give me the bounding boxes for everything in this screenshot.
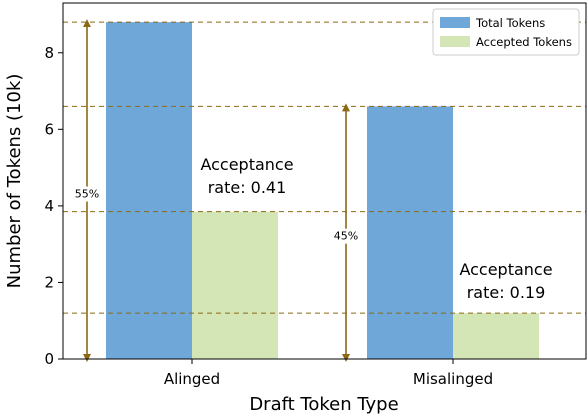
plot-area-frame bbox=[62, 2, 587, 360]
annotation-aligned: Acceptance rate: 0.41 bbox=[200, 155, 293, 197]
range-label-bg-1 bbox=[333, 228, 359, 244]
reference-lines-layer: 55% 45% bbox=[63, 19, 586, 362]
range-label-0: 55% bbox=[75, 188, 99, 201]
bar-accepted-1 bbox=[453, 313, 539, 359]
bars-layer bbox=[106, 22, 539, 360]
y-tick-label-4: 8 bbox=[44, 44, 54, 62]
range-label-bg-0 bbox=[74, 186, 100, 202]
x-tick-label-1: Misalinged bbox=[413, 370, 493, 388]
y-tick-label-0: 0 bbox=[44, 350, 54, 368]
legend-swatch-accepted bbox=[440, 36, 470, 47]
bar-total-0 bbox=[106, 22, 192, 360]
legend-label-accepted: Accepted Tokens bbox=[476, 35, 572, 49]
y-tick-label-2: 4 bbox=[44, 197, 54, 215]
annotation-aligned-line1: Acceptance bbox=[200, 155, 293, 174]
y-axis-title: Number of Tokens (10k) bbox=[4, 74, 25, 289]
y-tick-label-1: 2 bbox=[44, 273, 54, 291]
legend: Total Tokens Accepted Tokens bbox=[432, 8, 580, 56]
annotation-misaligned-line2: rate: 0.19 bbox=[467, 283, 546, 302]
bar-total-1 bbox=[367, 106, 453, 360]
x-axis-title: Draft Token Type bbox=[249, 394, 398, 414]
annotation-misaligned: Acceptance rate: 0.19 bbox=[459, 260, 552, 302]
bar-accepted-0 bbox=[192, 211, 278, 359]
range-label-1: 45% bbox=[334, 230, 358, 243]
x-tick-label-0: Alinged bbox=[164, 370, 220, 388]
axes-layer: 0 2 4 6 8 Alinged Misalinged bbox=[44, 44, 493, 388]
y-tick-label-3: 6 bbox=[44, 120, 54, 138]
annotation-aligned-line2: rate: 0.41 bbox=[208, 178, 287, 197]
legend-label-total: Total Tokens bbox=[475, 16, 545, 30]
annotation-misaligned-line1: Acceptance bbox=[459, 260, 552, 279]
legend-swatch-total bbox=[440, 17, 470, 28]
